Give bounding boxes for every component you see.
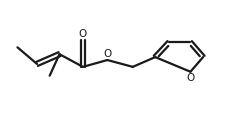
Text: O: O (186, 73, 195, 83)
Text: O: O (79, 29, 87, 39)
Text: O: O (103, 49, 111, 59)
